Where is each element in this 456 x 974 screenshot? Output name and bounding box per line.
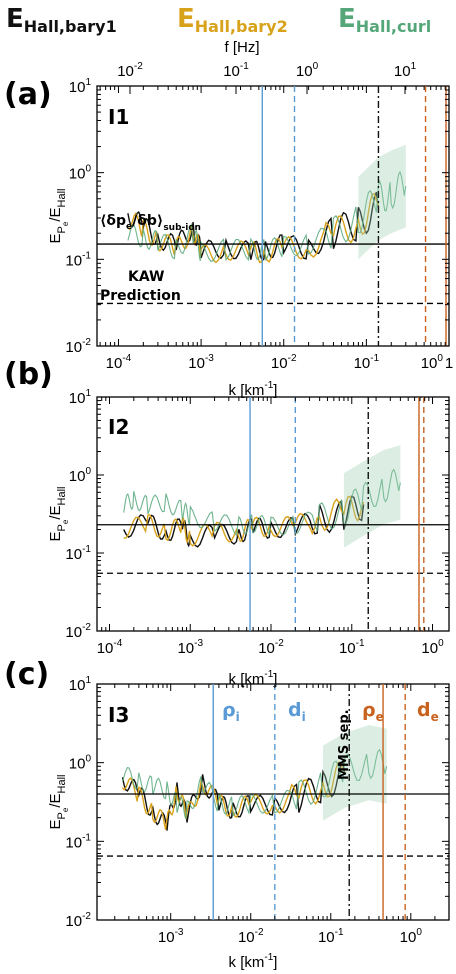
axis-ticks-b xyxy=(96,396,449,632)
ytick-label-a-3: 10-2 xyxy=(65,337,91,356)
ytick-label-c-0: 101 xyxy=(69,675,92,694)
high-k-band xyxy=(343,445,401,548)
series-line-e-hall-bary1 xyxy=(121,758,346,831)
panel-c: (c) I3 EPe/EHall ρi di MMS sep. ρe de k … xyxy=(4,657,450,971)
panel-c-frame xyxy=(96,683,450,921)
legend-curl-sub: Hall,curl xyxy=(356,17,431,36)
panel-a-kaw-label-2: Prediction xyxy=(100,288,181,304)
ytick-label-b-1: 100 xyxy=(69,466,92,485)
xtick-label-c-1: 10-2 xyxy=(238,927,264,946)
ytick-label-c-1: 100 xyxy=(69,754,92,773)
panel-a-frame xyxy=(96,85,450,347)
panel-a: (a) I1 EPe/EHall ⟨δpe/δb⟩sub-ion KAW Pre… xyxy=(4,77,450,399)
ytick-label-c-2: 10-1 xyxy=(65,832,91,851)
axis-ticks-c xyxy=(97,683,450,921)
ytick-label-a-1: 100 xyxy=(69,164,92,183)
panel-c-id: I3 xyxy=(108,703,129,727)
top-tick-2: 100 xyxy=(296,61,319,80)
xtick-label-b-4: 100 xyxy=(421,638,444,657)
series-line-e-hall-curl xyxy=(121,748,388,820)
panel-b-yticks: 101 100 10-1 10-2 xyxy=(65,388,91,641)
panel-c-d-i-label: di xyxy=(288,699,306,724)
xtick-label-a-2: 10-2 xyxy=(271,353,297,372)
series-line-e-hall-bary2 xyxy=(123,495,365,547)
top-tick-0: 10-2 xyxy=(117,61,143,80)
legend-bary2-sub: Hall,bary2 xyxy=(195,17,288,36)
xtick-label-a-5: 1 xyxy=(445,355,453,372)
ytick-label-a-0: 101 xyxy=(69,77,92,96)
ytick-label-c-3: 10-2 xyxy=(65,911,91,930)
panel-a-xlabel: k [km-1] xyxy=(229,380,278,399)
xtick-label-b-0: 10-4 xyxy=(97,638,123,657)
panel-b-plot xyxy=(96,396,449,632)
ytick-label-b-2: 10-1 xyxy=(65,544,91,563)
xtick-label-a-4: 100 xyxy=(421,353,444,372)
panel-c-ylabel: EPe/EHall xyxy=(47,775,70,830)
panel-b-id: I2 xyxy=(108,415,129,439)
panel-a-xticks: 10-4 10-3 10-2 10-1 100 1 xyxy=(106,353,454,372)
xtick-label-b-1: 10-3 xyxy=(177,638,203,657)
xtick-label-b-3: 10-1 xyxy=(339,638,365,657)
top-tick-1: 10-1 xyxy=(223,61,249,80)
panel-b-xticks: 10-4 10-3 10-2 10-1 100 xyxy=(97,638,444,657)
xtick-label-a-3: 10-1 xyxy=(354,353,380,372)
panel-c-rho-e-label: ρe xyxy=(362,699,384,724)
ytick-label-b-0: 101 xyxy=(69,388,92,407)
panel-c-xticks: 10-3 10-2 10-1 100 xyxy=(158,927,422,946)
legend-bary1-base: E xyxy=(6,4,24,34)
legend-entry-bary2: EHall,bary2 xyxy=(177,4,288,36)
panel-a-ratio-label: ⟨δpe/δb⟩sub-ion xyxy=(100,213,201,233)
axis-ticks-a xyxy=(97,85,450,347)
panel-c-yticks: 101 100 10-1 10-2 xyxy=(65,675,91,930)
panel-b-ylabel: EPe/EHall xyxy=(47,487,70,542)
legend-bary1-sub: Hall,bary1 xyxy=(24,17,117,36)
xtick-label-c-3: 100 xyxy=(400,927,423,946)
panel-a-id: I1 xyxy=(108,105,129,129)
legend-entry-curl: EHall,curl xyxy=(338,4,431,36)
xtick-label-a-1: 10-3 xyxy=(188,353,214,372)
panel-a-yticks: 101 100 10-1 10-2 xyxy=(65,77,91,356)
legend-entry-bary1: EHall,bary1 xyxy=(6,4,117,36)
xtick-label-c-2: 10-1 xyxy=(318,927,344,946)
high-k-band xyxy=(358,144,406,260)
panel-c-xlabel: k [km-1] xyxy=(229,952,278,971)
panel-b-letter: (b) xyxy=(4,357,53,392)
panel-c-plot xyxy=(97,683,450,921)
top-tick-3: 101 xyxy=(394,61,417,80)
ytick-label-b-3: 10-2 xyxy=(65,622,91,641)
xtick-label-c-0: 10-3 xyxy=(158,927,184,946)
panel-a-letter: (a) xyxy=(4,77,52,112)
panel-b-xlabel: k [km-1] xyxy=(229,669,278,688)
panel-c-mms-sep-label: MMS sep. xyxy=(337,709,352,780)
panel-c-d-e-label: de xyxy=(417,699,439,724)
top-axis-label: f [Hz] xyxy=(224,39,259,56)
legend: EHall,bary1 EHall,bary2 EHall,curl xyxy=(6,4,431,36)
top-tick-labels: 10-2 10-1 100 101 xyxy=(117,61,416,80)
panel-b: (b) I2 EPe/EHall k [km-1] xyxy=(4,357,450,688)
panel-c-rho-i-label: ρi xyxy=(222,699,240,724)
panel-a-ylabel: EPe/EHall xyxy=(47,189,70,244)
series-line-e-hall-bary1 xyxy=(127,191,380,262)
high-k-band xyxy=(323,725,387,821)
panel-c-letter: (c) xyxy=(4,657,49,692)
panel-b-frame xyxy=(96,396,450,632)
legend-curl-base: E xyxy=(338,4,356,34)
panel-a-plot xyxy=(97,85,450,347)
ytick-label-a-2: 10-1 xyxy=(65,250,91,269)
series-line-e-hall-bary2 xyxy=(121,761,346,830)
xtick-label-a-0: 10-4 xyxy=(106,353,132,372)
series-line-e-hall-curl xyxy=(127,170,407,263)
legend-bary2-base: E xyxy=(177,4,195,34)
xtick-label-b-2: 10-2 xyxy=(258,638,284,657)
series-line-e-hall-curl xyxy=(123,468,401,537)
panel-a-kaw-label-1: KAW xyxy=(128,269,165,285)
